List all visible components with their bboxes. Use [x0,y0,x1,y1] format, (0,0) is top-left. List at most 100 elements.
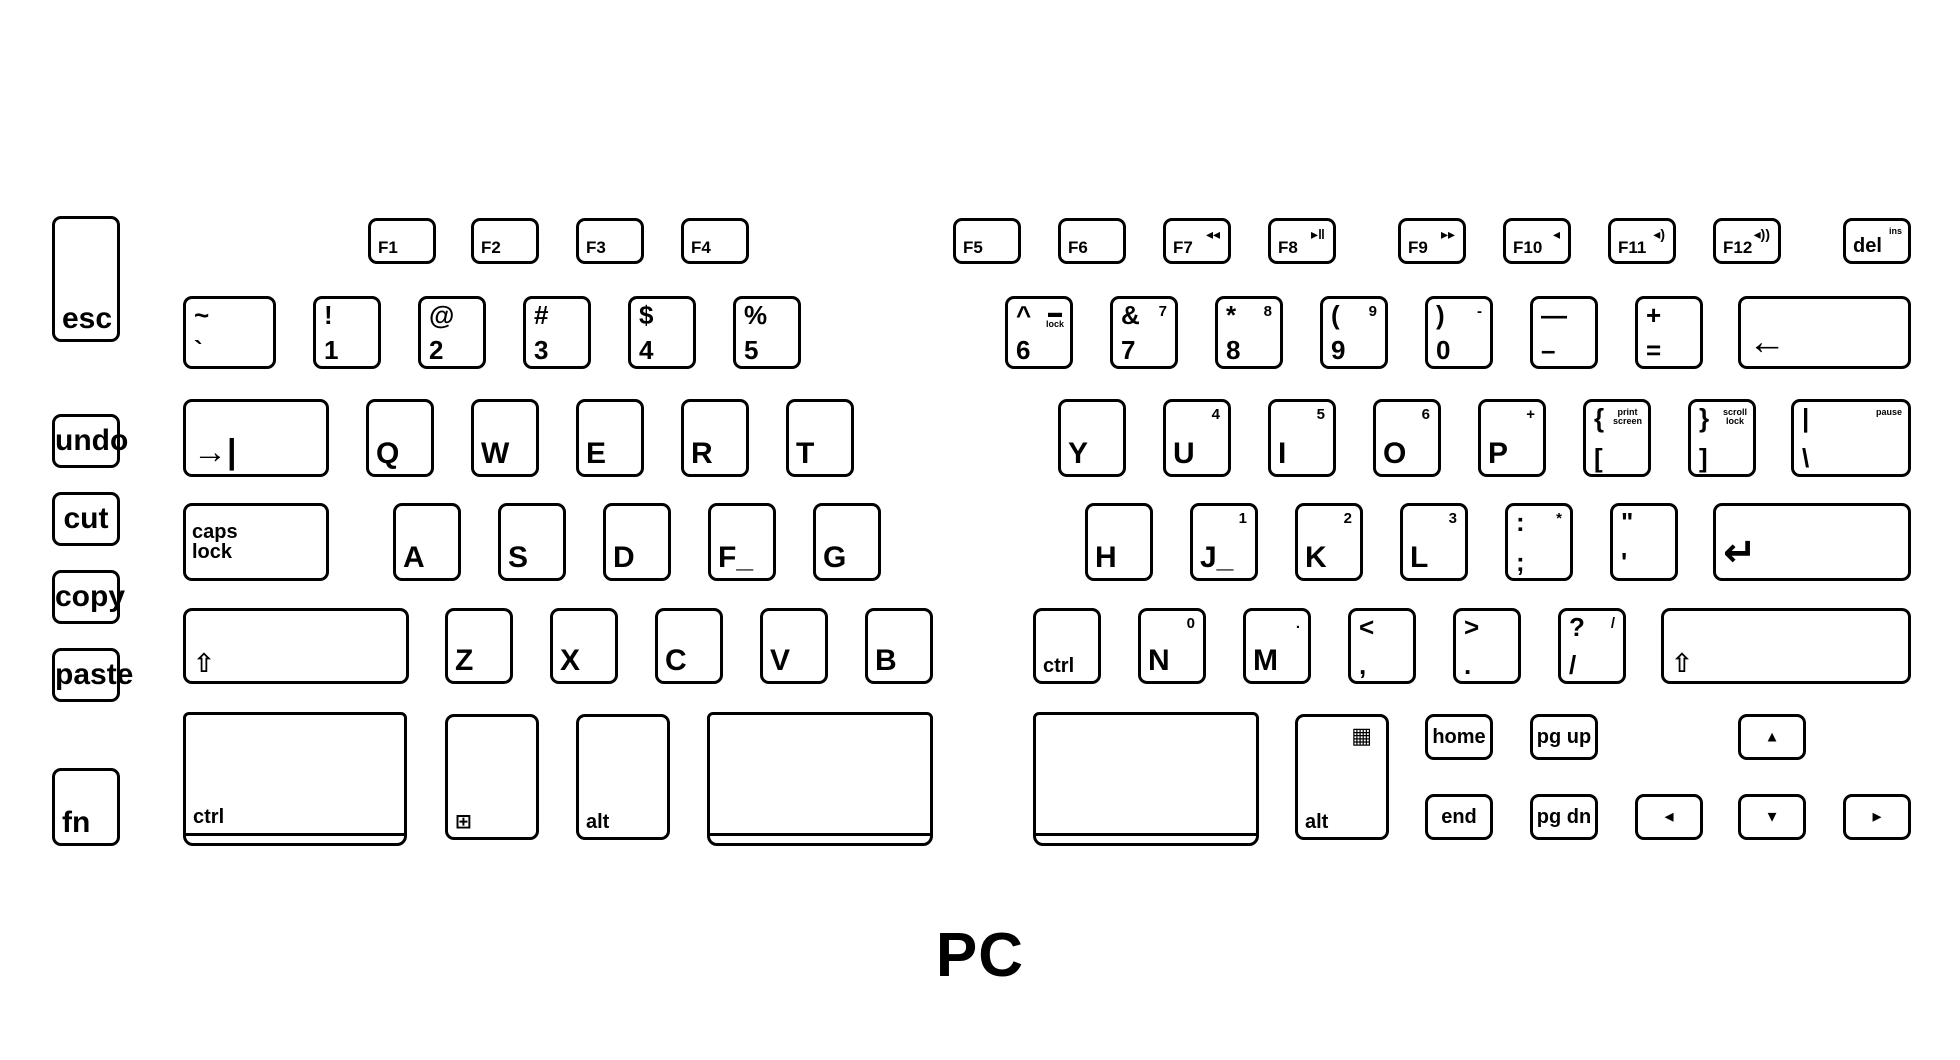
key-shift-label: ? [1569,612,1585,642]
key-f3[interactable]: F3 [576,218,644,264]
key-k7[interactable]: & 7 7 [1110,296,1178,369]
key-label: ← [1748,321,1786,363]
key-r[interactable]: R [681,399,749,477]
key-lspace[interactable] [707,712,933,846]
key-v[interactable]: V [760,608,828,684]
key-slash[interactable]: ? / / [1558,608,1626,684]
key-f5[interactable]: F5 [953,218,1021,264]
key-f2[interactable]: F2 [471,218,539,264]
key-k8[interactable]: * 8 8 [1215,296,1283,369]
key-a[interactable]: A [393,503,461,581]
key-base-label: 3 [534,335,549,365]
key-undo[interactable]: undo [52,414,128,468]
key-j[interactable]: J_ 1 [1190,503,1258,581]
key-backtick[interactable]: ~ ` [183,296,276,369]
key-c[interactable]: C [655,608,723,684]
key-base-label: \ [1802,443,1810,473]
key-end[interactable]: end [1425,794,1493,840]
keyboard-title: PC [935,921,1025,990]
key-esc[interactable]: esc [52,216,120,342]
key-h[interactable]: H [1085,503,1153,581]
key-d[interactable]: D [603,503,671,581]
key-paste[interactable]: paste [52,648,133,702]
key-backspace[interactable]: ← [1738,296,1911,369]
key-equals[interactable]: + = [1635,296,1703,369]
key-semicolon[interactable]: :; * [1505,503,1573,581]
key-k9[interactable]: (9 9 [1320,296,1388,369]
key-lctrl[interactable]: ctrl [183,712,407,846]
key-ralt[interactable]: alt ▦ [1295,714,1389,840]
key-f4[interactable]: F4 [681,218,749,264]
key-down[interactable]: ▼ [1738,794,1806,840]
key-f1[interactable]: F1 [368,218,436,264]
key-rctrl-mid[interactable]: ctrl [1033,608,1101,684]
key-lbracket[interactable]: {[print screen [1583,399,1651,477]
key-p[interactable]: P + [1478,399,1546,477]
key-w[interactable]: W [471,399,539,477]
key-base-label: 7 [1121,335,1136,365]
key-f12[interactable]: F12 ◂)) [1713,218,1781,264]
secondary-label: scroll lock [1722,407,1747,426]
key-rshift[interactable]: ⇧ [1661,608,1911,684]
key-k5[interactable]: % 5 [733,296,801,369]
key-copy[interactable]: copy [52,570,126,624]
key-shift-label: ( [1331,300,1340,330]
key-capslock[interactable]: caps lock [183,503,329,581]
key-m[interactable]: M. [1243,608,1311,684]
key-k2[interactable]: @2 [418,296,486,369]
key-cut[interactable]: cut [52,492,120,546]
key-y[interactable]: Y [1058,399,1126,477]
key-backslash[interactable]: | \ pause [1791,399,1911,477]
key-label: ⇧ [1671,648,1693,678]
key-comma[interactable]: <, [1348,608,1416,684]
key-f8[interactable]: F8 ▸‖ [1268,218,1336,264]
key-f10[interactable]: F10 ◂ [1503,218,1571,264]
key-e[interactable]: E [576,399,644,477]
key-up[interactable]: ▲ [1738,714,1806,760]
key-k0[interactable]: ) 0 - [1425,296,1493,369]
key-k4[interactable]: $4 [628,296,696,369]
key-label: copy [55,580,126,613]
key-shift-label: % [744,300,768,330]
key-z[interactable]: Z [445,608,513,684]
key-right[interactable]: ► [1843,794,1911,840]
key-f7[interactable]: F7 ◂◂ [1163,218,1231,264]
key-left[interactable]: ◄ [1635,794,1703,840]
key-x[interactable]: X [550,608,618,684]
key-minus[interactable]: — – [1530,296,1598,369]
key-q[interactable]: Q [366,399,434,477]
key-t[interactable]: T [786,399,854,477]
key-enter[interactable]: ↵ [1713,503,1911,581]
key-pgup[interactable]: pg up [1530,714,1598,760]
key-pgdn[interactable]: pg dn [1530,794,1598,840]
key-b[interactable]: B [865,608,933,684]
key-s[interactable]: S [498,503,566,581]
key-label: cut [63,502,109,535]
key-f9[interactable]: F9 ▸▸ [1398,218,1466,264]
key-k6[interactable]: ^ 6 lock ▬ [1005,296,1073,369]
key-win[interactable]: ⊞ [445,714,539,840]
key-period[interactable]: >. [1453,608,1521,684]
key-k1[interactable]: ! 1 [313,296,381,369]
key-del[interactable]: del ins [1843,218,1911,264]
key-quote[interactable]: " ' [1610,503,1678,581]
key-rbracket[interactable]: }] scroll lock [1688,399,1756,477]
key-tab[interactable]: →| [183,399,329,477]
key-home[interactable]: home [1425,714,1493,760]
key-g[interactable]: G [813,503,881,581]
key-f6[interactable]: F6 [1058,218,1126,264]
key-lshift[interactable]: ⇧ [183,608,409,684]
key-rspace[interactable] [1033,712,1259,846]
key-k3[interactable]: #3 [523,296,591,369]
key-fn[interactable]: fn [52,768,120,846]
key-shift-label: " [1621,507,1634,537]
key-lalt[interactable]: alt [576,714,670,840]
key-f[interactable]: F_ [708,503,776,581]
key-f11[interactable]: F11 ◂) [1608,218,1676,264]
